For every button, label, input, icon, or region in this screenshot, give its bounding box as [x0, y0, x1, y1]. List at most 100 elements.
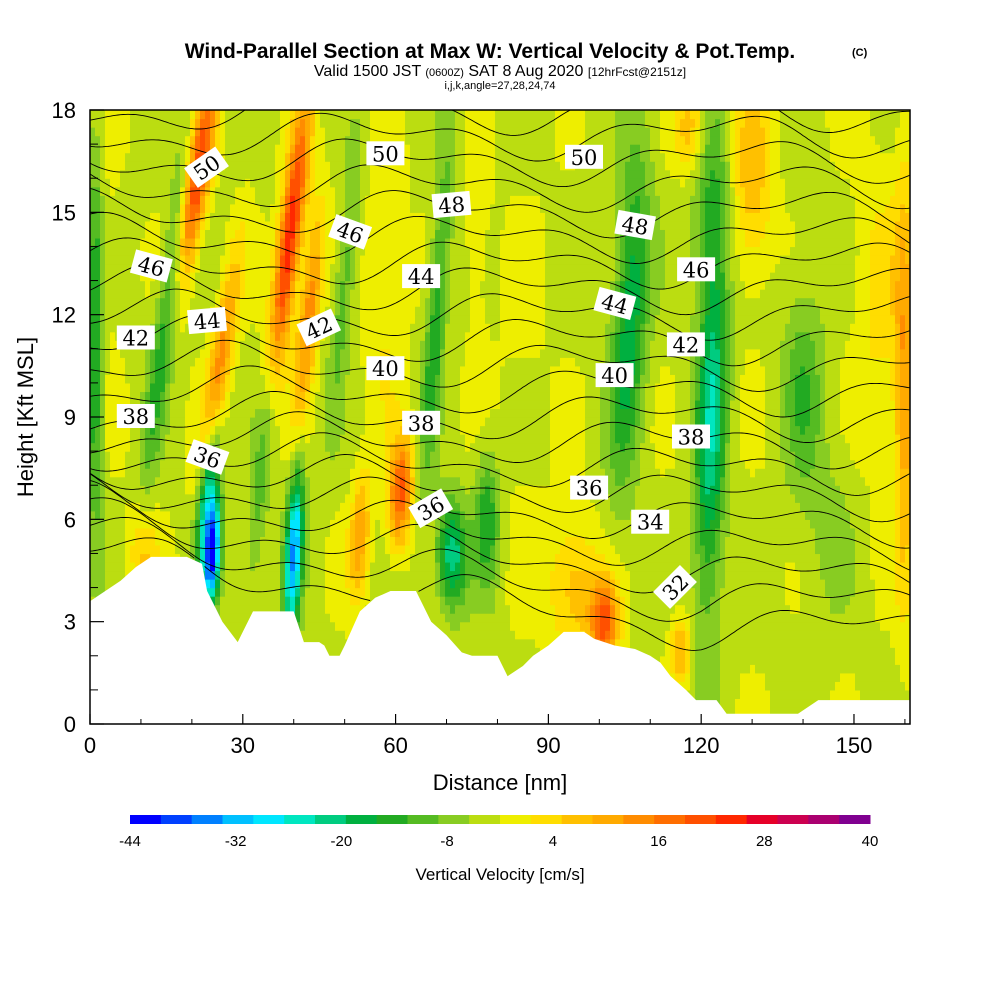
velocity-cell [155, 331, 161, 341]
velocity-cell [345, 110, 351, 120]
velocity-cell [235, 485, 241, 495]
velocity-cell [345, 289, 351, 299]
velocity-cell [315, 306, 321, 316]
velocity-cell [225, 152, 231, 162]
velocity-cell [370, 476, 376, 486]
velocity-cell [335, 254, 341, 265]
velocity-cell [175, 417, 181, 427]
velocity-cell [305, 587, 311, 597]
velocity-cell [250, 135, 256, 145]
velocity-cell [295, 237, 301, 248]
velocity-cell [425, 391, 431, 401]
velocity-cell [90, 408, 96, 418]
velocity-cell [360, 280, 366, 290]
velocity-cell [395, 579, 401, 589]
velocity-cell [380, 417, 386, 427]
velocity-cell [395, 451, 401, 461]
velocity-cell [430, 476, 436, 486]
velocity-cell [245, 323, 251, 333]
velocity-cell [360, 519, 366, 529]
velocity-cell [245, 289, 251, 299]
velocity-cell [290, 118, 296, 128]
velocity-cell [120, 451, 126, 461]
velocity-cell [430, 468, 436, 478]
velocity-cell [380, 280, 386, 290]
velocity-cell [195, 186, 201, 196]
velocity-cell [240, 399, 246, 410]
velocity-cell [190, 152, 196, 162]
velocity-cell [220, 297, 226, 307]
velocity-cell [250, 118, 256, 128]
velocity-cell [155, 127, 161, 137]
velocity-cell [430, 169, 436, 179]
velocity-cell [395, 135, 401, 145]
velocity-cell [135, 374, 141, 384]
velocity-cell [210, 280, 216, 290]
velocity-cell [230, 186, 236, 196]
velocity-cell [205, 561, 211, 572]
velocity-cell [365, 127, 371, 137]
velocity-cell [305, 613, 311, 623]
velocity-cell [425, 587, 431, 597]
velocity-cell [140, 553, 146, 563]
velocity-cell [410, 493, 416, 503]
velocity-cell [255, 544, 261, 555]
velocity-cell [190, 237, 196, 248]
velocity-cell [90, 459, 96, 469]
velocity-cell [420, 289, 426, 299]
velocity-cell [305, 417, 311, 427]
velocity-cell [125, 178, 131, 188]
velocity-cell [420, 186, 426, 196]
velocity-cell [165, 169, 171, 179]
velocity-cell [360, 169, 366, 179]
velocity-cell [285, 297, 291, 307]
velocity-cell [290, 348, 296, 358]
velocity-cell [355, 144, 361, 154]
velocity-cell [210, 110, 216, 120]
velocity-cell [100, 374, 106, 384]
velocity-cell [155, 382, 161, 393]
velocity-cell [375, 169, 381, 179]
velocity-cell [275, 246, 281, 256]
velocity-cell [95, 127, 101, 137]
velocity-cell [215, 272, 221, 282]
velocity-cell [240, 203, 246, 213]
velocity-cell [205, 144, 211, 154]
velocity-cell [395, 348, 401, 358]
velocity-cell [285, 485, 291, 495]
velocity-cell [285, 203, 291, 213]
velocity-cell [370, 587, 376, 597]
velocity-cell [395, 280, 401, 290]
velocity-cell [115, 502, 121, 512]
velocity-cell [305, 127, 311, 137]
velocity-cell [170, 527, 176, 537]
velocity-cell [125, 459, 131, 469]
velocity-cell [110, 152, 116, 162]
velocity-cell [360, 263, 366, 273]
velocity-cell [245, 340, 251, 350]
velocity-cell [105, 280, 111, 290]
velocity-cell [185, 365, 191, 375]
velocity-cell [185, 493, 191, 503]
velocity-cell [275, 417, 281, 427]
velocity-cell [405, 570, 411, 580]
velocity-cell [255, 519, 261, 529]
velocity-cell [230, 587, 236, 597]
velocity-cell [360, 442, 366, 452]
velocity-cell [205, 570, 211, 580]
velocity-cell [225, 399, 231, 410]
velocity-cell [125, 186, 131, 196]
velocity-cell [395, 382, 401, 393]
velocity-cell [380, 110, 386, 120]
velocity-cell [280, 510, 286, 520]
velocity-cell [145, 553, 151, 563]
velocity-cell [360, 417, 366, 427]
velocity-cell [310, 365, 316, 375]
velocity-cell [105, 399, 111, 410]
velocity-cell [315, 527, 321, 537]
velocity-cell [390, 451, 396, 461]
velocity-cell [305, 161, 311, 171]
velocity-cell [325, 203, 331, 213]
velocity-cell [420, 493, 426, 503]
velocity-cell [360, 127, 366, 137]
